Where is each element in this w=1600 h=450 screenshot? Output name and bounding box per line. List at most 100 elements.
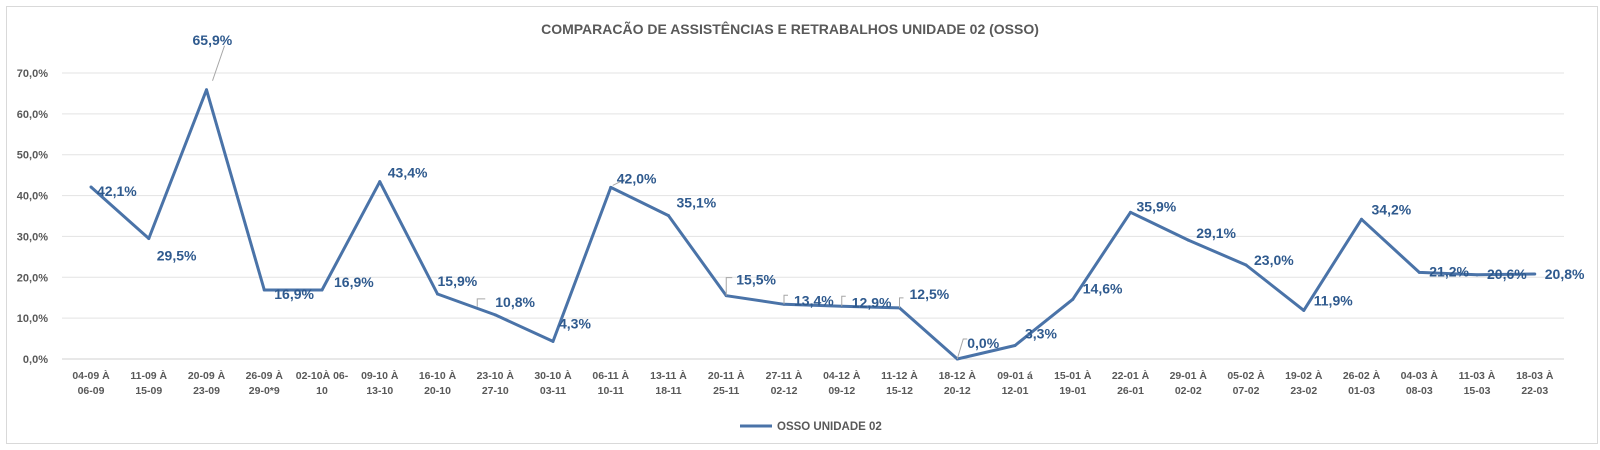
x-tick-label: 18-12 À 20-12 xyxy=(939,369,977,397)
data-label: 34,2% xyxy=(1372,201,1412,217)
y-tick-label: 10,0% xyxy=(17,313,48,325)
data-label: 15,5% xyxy=(736,272,776,288)
x-tick-label: 06-11 À 10-11 xyxy=(592,369,629,397)
data-point xyxy=(205,88,208,92)
x-tick-label: 30-10 À 03-11 xyxy=(534,369,572,397)
x-tick-label: 27-11 À 02-12 xyxy=(766,369,803,397)
data-label: 12,5% xyxy=(910,286,950,302)
data-label: 15,9% xyxy=(438,273,478,289)
data-label: 20,6% xyxy=(1487,266,1527,282)
x-tick-label: 05-02 À 07-02 xyxy=(1227,369,1265,397)
label-leader xyxy=(212,45,225,81)
data-label: 16,9% xyxy=(274,286,314,302)
label-leader xyxy=(612,178,625,186)
chart-title: COMPARACÃO DE ASSISTÊNCIAS E RETRABALHOS… xyxy=(541,20,1039,37)
gridlines xyxy=(62,72,1564,360)
data-point xyxy=(1244,263,1248,267)
data-point xyxy=(1360,217,1363,221)
data-label: 12,9% xyxy=(852,294,892,310)
data-label: 43,4% xyxy=(388,165,428,181)
data-point xyxy=(320,288,324,292)
data-label: 16,9% xyxy=(334,274,374,290)
data-point xyxy=(493,313,497,317)
data-point xyxy=(147,236,151,240)
data-point xyxy=(1417,270,1421,274)
x-tick-label: 04-09 À 06-09 xyxy=(72,369,110,397)
y-axis-ticks: 0,0% 10,0% 20,0% 30,0% 40,0% 50,0% 60,0% 70,0% xyxy=(17,68,48,366)
data-label: 42,0% xyxy=(617,170,657,186)
data-label: 42,1% xyxy=(97,183,137,199)
data-point xyxy=(436,292,439,296)
x-tick-label: 29-01 À 02-02 xyxy=(1170,369,1208,397)
x-tick-label: 04-03 À 08-03 xyxy=(1401,369,1439,397)
data-point xyxy=(1533,272,1537,276)
data-label: 4,3% xyxy=(559,315,591,331)
x-tick-label: 09-10 À 13-10 xyxy=(361,369,399,397)
data-point xyxy=(1013,344,1017,348)
x-tick-label: 11-12 À 15-12 xyxy=(881,369,918,397)
x-tick-label: 20-09 À 23-09 xyxy=(188,369,226,397)
data-label: 65,9% xyxy=(193,32,233,48)
x-tick-label: 11-03 À 15-03 xyxy=(1459,369,1496,397)
x-tick-label: 09-01 á 12-01 xyxy=(997,370,1033,397)
y-tick-label: 30,0% xyxy=(17,231,48,243)
label-leader xyxy=(476,298,486,307)
data-point xyxy=(378,180,382,184)
data-point xyxy=(1071,297,1075,301)
x-tick-label: 04-12 À 09-12 xyxy=(823,369,861,397)
data-label: 13,4% xyxy=(794,292,834,308)
data-point xyxy=(262,288,266,292)
data-label: 29,5% xyxy=(157,247,197,263)
chart-area xyxy=(6,6,1598,444)
data-label: 0,0% xyxy=(967,335,999,351)
data-point xyxy=(1186,238,1190,242)
x-tick-label: 26-09 À 29-0*9 xyxy=(246,369,284,397)
data-point xyxy=(1302,308,1306,312)
x-tick-label: 02-10À 06-10 xyxy=(296,369,349,397)
data-label: 11,9% xyxy=(1314,292,1353,308)
data-label: 10,8% xyxy=(495,294,535,310)
y-tick-label: 70,0% xyxy=(17,68,48,80)
x-tick-label: 20-11 À 25-11 xyxy=(708,369,745,397)
data-label: 35,1% xyxy=(677,195,717,211)
data-label: 23,0% xyxy=(1254,252,1294,268)
y-tick-label: 40,0% xyxy=(17,191,48,203)
x-axis-ticks: 04-09 À 06-09 11-09 À 15-09 20-09 À 23-09 26-0… xyxy=(72,369,1554,397)
x-tick-label: 15-01 À 19-01 xyxy=(1054,369,1092,397)
x-tick-label: 26-02 À 01-03 xyxy=(1343,369,1381,397)
label-leader xyxy=(841,295,846,307)
x-tick-label: 19-02 À 23-02 xyxy=(1285,369,1323,397)
label-leader xyxy=(783,294,788,305)
legend-label: OSSO UNIDADE 02 xyxy=(777,421,882,433)
label-leaders xyxy=(212,45,968,360)
series-osso-unidade-02 xyxy=(89,88,1537,361)
x-tick-label: 11-09 À 15-09 xyxy=(130,369,167,397)
data-labels: 42,1% 29,5% 65,9% 16,9% 16,9% 43,4% 15,9% 10,8%… xyxy=(97,32,1585,351)
label-leader xyxy=(899,297,904,308)
legend: OSSO UNIDADE 02 xyxy=(740,421,882,433)
data-point xyxy=(551,339,555,343)
data-label: 3,3% xyxy=(1025,326,1057,342)
x-tick-label: 23-10 À 27-10 xyxy=(477,369,515,397)
data-label: 14,6% xyxy=(1083,280,1123,296)
x-tick-label: 22-01 À 26-01 xyxy=(1112,369,1150,397)
data-label: 29,1% xyxy=(1196,225,1236,241)
y-tick-label: 50,0% xyxy=(17,150,48,162)
label-leader xyxy=(725,277,733,296)
data-point xyxy=(89,185,93,189)
y-tick-label: 60,0% xyxy=(17,109,48,121)
data-point xyxy=(1475,273,1479,277)
y-tick-label: 0,0% xyxy=(23,354,48,366)
y-tick-label: 20,0% xyxy=(17,272,48,284)
x-tick-label: 13-11 À 18-11 xyxy=(650,369,687,397)
x-tick-label: 16-10 À 20-10 xyxy=(419,369,457,397)
data-label: 21,2% xyxy=(1429,263,1469,279)
data-label: 20,8% xyxy=(1545,266,1585,282)
data-label: 35,9% xyxy=(1137,198,1177,214)
data-point xyxy=(667,214,670,218)
x-tick-label: 18-03 À 22-03 xyxy=(1516,369,1554,397)
series-line xyxy=(90,88,1535,361)
label-leader xyxy=(956,338,968,360)
data-point xyxy=(609,185,613,189)
